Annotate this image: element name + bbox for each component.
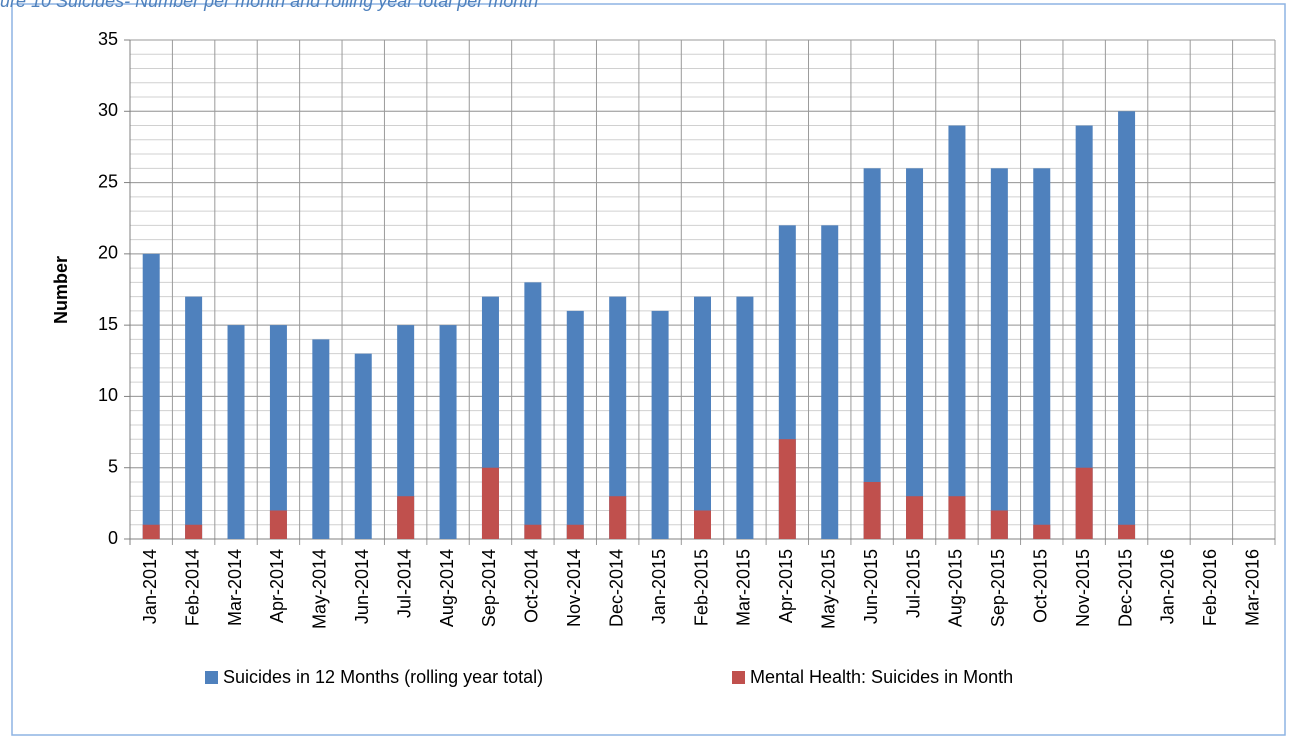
bar: [778, 439, 796, 539]
bar: [524, 282, 542, 539]
x-tick-label: Apr-2015: [776, 549, 796, 623]
x-tick-label: May-2015: [818, 549, 838, 629]
bar: [651, 310, 669, 539]
x-tick-label: Feb-2014: [182, 549, 202, 626]
bar: [948, 496, 966, 539]
bar: [397, 325, 415, 539]
bar: [185, 296, 203, 539]
bar: [1033, 168, 1051, 540]
bar: [609, 496, 627, 539]
bar: [185, 524, 203, 539]
bar: [566, 524, 584, 539]
bar: [863, 168, 881, 540]
x-tick-label: May-2014: [310, 549, 330, 629]
bar: [948, 125, 966, 540]
y-tick-label: 35: [98, 29, 118, 49]
y-tick-label: 10: [98, 385, 118, 405]
x-tick-label: Feb-2015: [691, 549, 711, 626]
bar: [1033, 524, 1051, 539]
bar: [906, 496, 924, 539]
bar: [312, 339, 330, 539]
bar: [481, 467, 499, 539]
legend-label: Mental Health: Suicides in Month: [750, 667, 1013, 687]
bar: [863, 481, 881, 539]
x-tick-label: Jan-2014: [140, 549, 160, 624]
x-tick-label: Jan-2015: [649, 549, 669, 624]
bar: [990, 168, 1008, 540]
bar: [821, 225, 839, 540]
x-tick-label: Jun-2014: [352, 549, 372, 624]
x-tick-label: Mar-2016: [1243, 549, 1263, 626]
y-tick-label: 15: [98, 314, 118, 334]
y-tick-label: 25: [98, 171, 118, 191]
bar: [1075, 467, 1093, 539]
bar: [269, 325, 287, 539]
x-tick-label: Nov-2014: [564, 549, 584, 627]
x-tick-label: Jan-2016: [1158, 549, 1178, 624]
bar: [694, 296, 711, 539]
y-tick-label: 30: [98, 100, 118, 120]
bar: [1118, 524, 1136, 539]
x-tick-label: Dec-2015: [1115, 549, 1135, 627]
x-tick-label: Mar-2015: [734, 549, 754, 626]
bar: [990, 510, 1008, 539]
bar: [609, 296, 627, 539]
bar: [142, 253, 160, 539]
x-tick-label: Jul-2014: [394, 549, 414, 618]
bar: [227, 325, 245, 539]
x-tick-label: Aug-2014: [437, 549, 457, 627]
x-tick-label: Oct-2015: [1031, 549, 1051, 623]
bar: [906, 168, 924, 540]
bar: [354, 353, 372, 539]
legend-swatch: [732, 671, 745, 684]
bar: [566, 310, 584, 539]
x-tick-label: Nov-2015: [1073, 549, 1093, 627]
y-tick-label: 20: [98, 243, 118, 263]
legend-label: Suicides in 12 Months (rolling year tota…: [223, 667, 543, 687]
bar: [269, 510, 287, 539]
x-tick-label: Apr-2014: [267, 549, 287, 623]
legend-swatch: [205, 671, 218, 684]
x-tick-label: Dec-2014: [606, 549, 626, 627]
bar: [524, 524, 542, 539]
x-tick-label: Mar-2014: [225, 549, 245, 626]
bar: [397, 496, 415, 539]
y-axis-label: Number: [51, 256, 71, 324]
x-tick-label: Sep-2015: [988, 549, 1008, 627]
bar: [1118, 111, 1136, 540]
chart-title: ure 10 Suicides- Number per month and ro…: [0, 0, 538, 11]
bar: [142, 524, 160, 539]
x-tick-label: Jul-2015: [903, 549, 923, 618]
bar: [1075, 125, 1093, 540]
x-tick-label: Jun-2015: [861, 549, 881, 624]
x-tick-label: Oct-2014: [522, 549, 542, 623]
chart-frame: [11, 3, 1286, 736]
y-tick-label: 0: [108, 528, 118, 548]
y-tick-label: 5: [108, 456, 118, 476]
x-tick-label: Sep-2014: [479, 549, 499, 627]
x-tick-label: Feb-2016: [1200, 549, 1220, 626]
bar: [694, 510, 711, 539]
x-tick-label: Aug-2015: [946, 549, 966, 627]
bar: [439, 325, 457, 539]
bar: [736, 296, 754, 539]
